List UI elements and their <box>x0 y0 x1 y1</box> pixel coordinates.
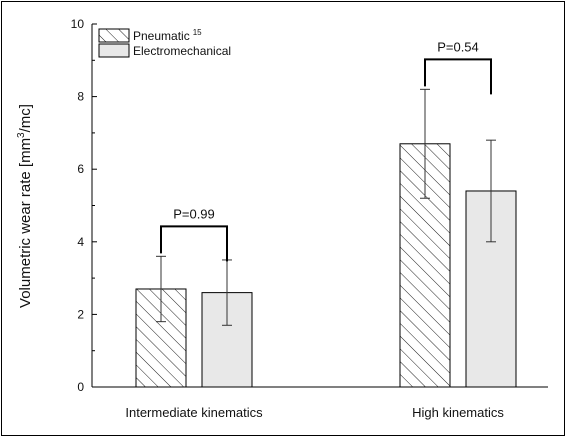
y-tick-label: 10 <box>71 17 85 31</box>
y-tick-label: 8 <box>77 90 84 104</box>
y-tick-label: 6 <box>77 162 84 176</box>
y-axis-label: Volumetric wear rate [mm3/mc] <box>16 104 34 308</box>
y-tick-label: 0 <box>77 380 84 394</box>
legend: Pneumatic 15 Electromechanical <box>98 28 231 58</box>
x-category-label: Intermediate kinematics <box>125 405 263 420</box>
p-value-label: P=0.99 <box>173 206 215 221</box>
significance-bracket <box>160 225 228 262</box>
bar-pneumatic <box>135 288 187 388</box>
y-tick-label: 2 <box>77 307 84 321</box>
legend-label-electromechanical: Electromechanical <box>133 44 231 58</box>
significance-bracket <box>424 58 492 95</box>
legend-swatch-electromechanical <box>98 43 130 58</box>
legend-label-pneumatic: Pneumatic 15 <box>133 28 202 43</box>
y-tick-label: 4 <box>77 235 84 249</box>
x-category-label: High kinematics <box>412 405 504 420</box>
p-value-label: P=0.54 <box>437 39 479 54</box>
legend-swatch-pneumatic <box>98 28 130 43</box>
